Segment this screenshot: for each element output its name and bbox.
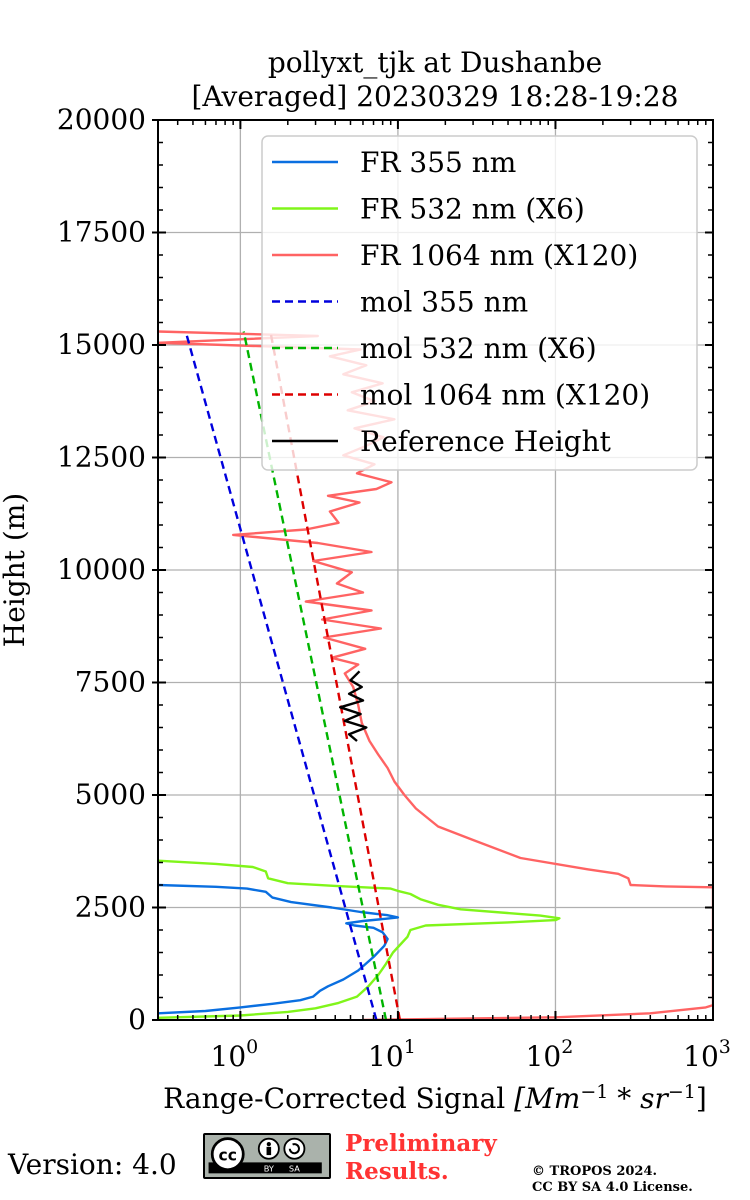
y-tick-label: 20000 bbox=[57, 103, 146, 136]
chart-subtitle: [Averaged] 20230329 18:28-19:28 bbox=[192, 80, 679, 113]
legend-label: mol 355 nm bbox=[360, 286, 528, 319]
y-tick-label: 10000 bbox=[57, 553, 146, 586]
series-line-mol-355-nm bbox=[184, 331, 378, 1020]
sa-icon-arrow bbox=[288, 1143, 300, 1155]
preliminary-line-1: Preliminary bbox=[345, 1130, 497, 1157]
by-icon-head bbox=[266, 1142, 271, 1147]
legend-label: FR 532 nm (X6) bbox=[360, 193, 585, 226]
y-tick-label: 12500 bbox=[57, 441, 146, 474]
license-by-text: BY bbox=[264, 1164, 275, 1174]
x-axis-label-text: Range-Corrected Signal bbox=[163, 1082, 505, 1115]
copyright-line-2: CC BY SA 4.0 License. bbox=[532, 1180, 693, 1195]
copyright-notice: © TROPOS 2024. CC BY SA 4.0 License. bbox=[532, 1164, 693, 1196]
plot-frame bbox=[157, 119, 714, 1021]
series-line-fr-532-nm-x6 bbox=[158, 859, 561, 1019]
legend-label: FR 1064 nm (X120) bbox=[360, 239, 638, 272]
x-tick-label: 103 bbox=[683, 1036, 731, 1073]
y-tick-label: 15000 bbox=[57, 328, 146, 361]
x-tick-label: 101 bbox=[368, 1036, 416, 1073]
series-line-reference-height bbox=[339, 670, 368, 742]
chart-figure: pollyxt_tjk at Dushanbe [Averaged] 20230… bbox=[0, 46, 731, 1115]
legend-label: mol 1064 nm (X120) bbox=[360, 379, 650, 412]
preliminary-notice: Preliminary Results. bbox=[345, 1130, 497, 1186]
y-tick-label: 2500 bbox=[75, 891, 146, 924]
series-line-fr-355-nm bbox=[158, 883, 400, 1015]
legend-label: FR 355 nm bbox=[360, 146, 516, 179]
cc-icon-letters: cc bbox=[219, 1147, 237, 1165]
copyright-line-1: © TROPOS 2024. bbox=[532, 1164, 658, 1179]
license-sa-text: SA bbox=[289, 1164, 300, 1174]
x-tick-label: 102 bbox=[526, 1036, 574, 1073]
legend-label: Reference Height bbox=[360, 425, 612, 458]
version-label: Version: 4.0 bbox=[8, 1148, 177, 1181]
cc-license-logo: cc BY SA bbox=[203, 1133, 331, 1179]
legend-box bbox=[261, 135, 698, 471]
chart-title: pollyxt_tjk at Dushanbe bbox=[268, 46, 602, 79]
y-tick-label: 5000 bbox=[75, 778, 146, 811]
cc-badge-bottom bbox=[208, 1162, 322, 1174]
y-tick-label: 0 bbox=[128, 1003, 146, 1036]
x-axis-label-unit: [Mm−1 * sr−1] bbox=[505, 1081, 707, 1115]
chart-ticks: 0 2500 5000 7500 10000 12500 15000 17500 20000 10… bbox=[57, 103, 731, 1073]
x-tick-label: 100 bbox=[211, 1036, 259, 1073]
cc-icon bbox=[210, 1137, 245, 1172]
legend-label: mol 532 nm (X6) bbox=[360, 332, 597, 365]
by-icon-body bbox=[266, 1146, 272, 1156]
y-tick-label: 17500 bbox=[57, 216, 146, 249]
x-axis-label: Range-Corrected Signal [Mm−1 * sr−1] bbox=[163, 1081, 707, 1115]
y-tick-label: 7500 bbox=[75, 666, 146, 699]
y-axis-label: Height (m) bbox=[0, 493, 31, 647]
preliminary-line-2: Results. bbox=[345, 1158, 449, 1185]
sa-icon bbox=[283, 1137, 306, 1160]
chart-legend: FR 355 nm FR 532 nm (X6) FR 1064 nm (X120)… bbox=[261, 135, 698, 471]
